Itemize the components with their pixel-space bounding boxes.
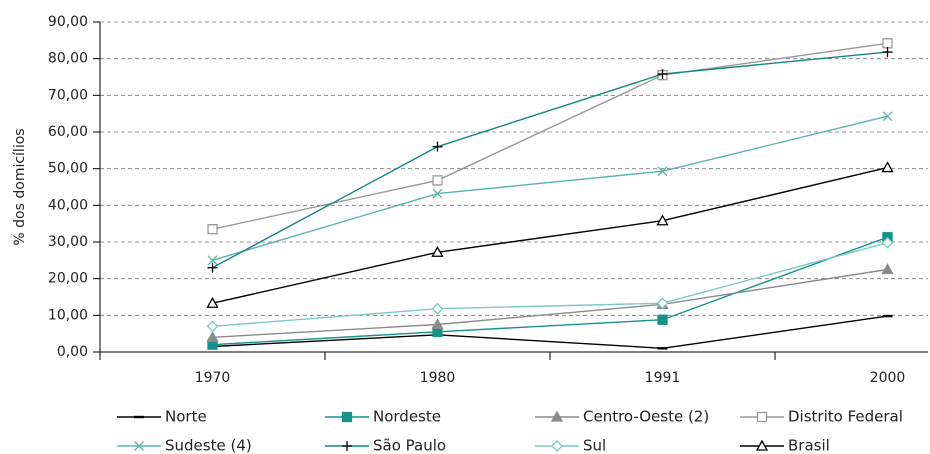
legend-label: Centro-Oeste (2) — [583, 408, 709, 426]
marker — [551, 440, 563, 452]
marker — [882, 111, 893, 122]
series-line — [212, 268, 888, 339]
y-tick-label: 40,00 — [48, 197, 88, 213]
marker — [881, 263, 894, 275]
marker — [755, 439, 769, 451]
y-tick-label: 10,00 — [48, 307, 88, 323]
marker — [431, 318, 444, 330]
series-line — [212, 115, 888, 262]
marker — [432, 175, 443, 186]
marker — [756, 411, 768, 423]
marker — [341, 411, 353, 423]
marker — [882, 38, 893, 49]
y-tick-label: 80,00 — [48, 51, 88, 67]
series-line — [212, 315, 888, 350]
marker — [432, 188, 443, 199]
y-tick-label: 0,00 — [57, 344, 88, 360]
marker — [657, 314, 668, 325]
y-tick-label: 50,00 — [48, 161, 88, 177]
y-tick-label: 30,00 — [48, 234, 88, 250]
marker — [206, 330, 219, 342]
y-tick-label: 60,00 — [48, 124, 88, 140]
marker — [432, 141, 443, 152]
y-tick-label: 70,00 — [48, 87, 88, 103]
y-tick-label: 20,00 — [48, 271, 88, 287]
marker — [550, 410, 564, 422]
x-tick-label: 1980 — [420, 370, 456, 386]
series-line — [212, 51, 888, 269]
marker — [207, 262, 218, 273]
legend-label: Sul — [583, 437, 606, 454]
marker — [207, 255, 218, 266]
legend-label: São Paulo — [373, 437, 446, 454]
x-tick-label: 2000 — [870, 370, 906, 386]
marker — [342, 441, 352, 451]
x-tick-label: 1970 — [195, 370, 231, 386]
legend-label: Sudeste (4) — [165, 437, 252, 454]
legend-label: Norte — [165, 408, 207, 426]
y-tick-label: 90,00 — [48, 14, 88, 30]
marker — [881, 236, 894, 249]
marker — [431, 245, 444, 257]
marker — [207, 224, 218, 235]
marker — [134, 441, 144, 451]
marker — [431, 302, 444, 315]
marker — [881, 161, 894, 173]
legend-label: Brasil — [788, 437, 830, 454]
x-tick-label: 1991 — [645, 370, 681, 386]
marker — [134, 415, 144, 419]
marker — [882, 47, 893, 58]
y-axis-label: % dos domicílios — [12, 128, 28, 245]
marker — [206, 296, 219, 308]
marker — [206, 320, 219, 333]
series-line — [212, 166, 888, 304]
marker — [657, 166, 668, 177]
marker — [882, 314, 893, 318]
marker — [656, 214, 669, 226]
series-line — [212, 42, 888, 230]
marker — [657, 69, 668, 80]
legend-label: Nordeste — [373, 408, 441, 426]
series-line — [212, 242, 888, 328]
marker — [657, 347, 668, 350]
series-line — [212, 236, 888, 346]
marker — [656, 297, 669, 310]
legend-label: Distrito Federal — [788, 408, 903, 426]
